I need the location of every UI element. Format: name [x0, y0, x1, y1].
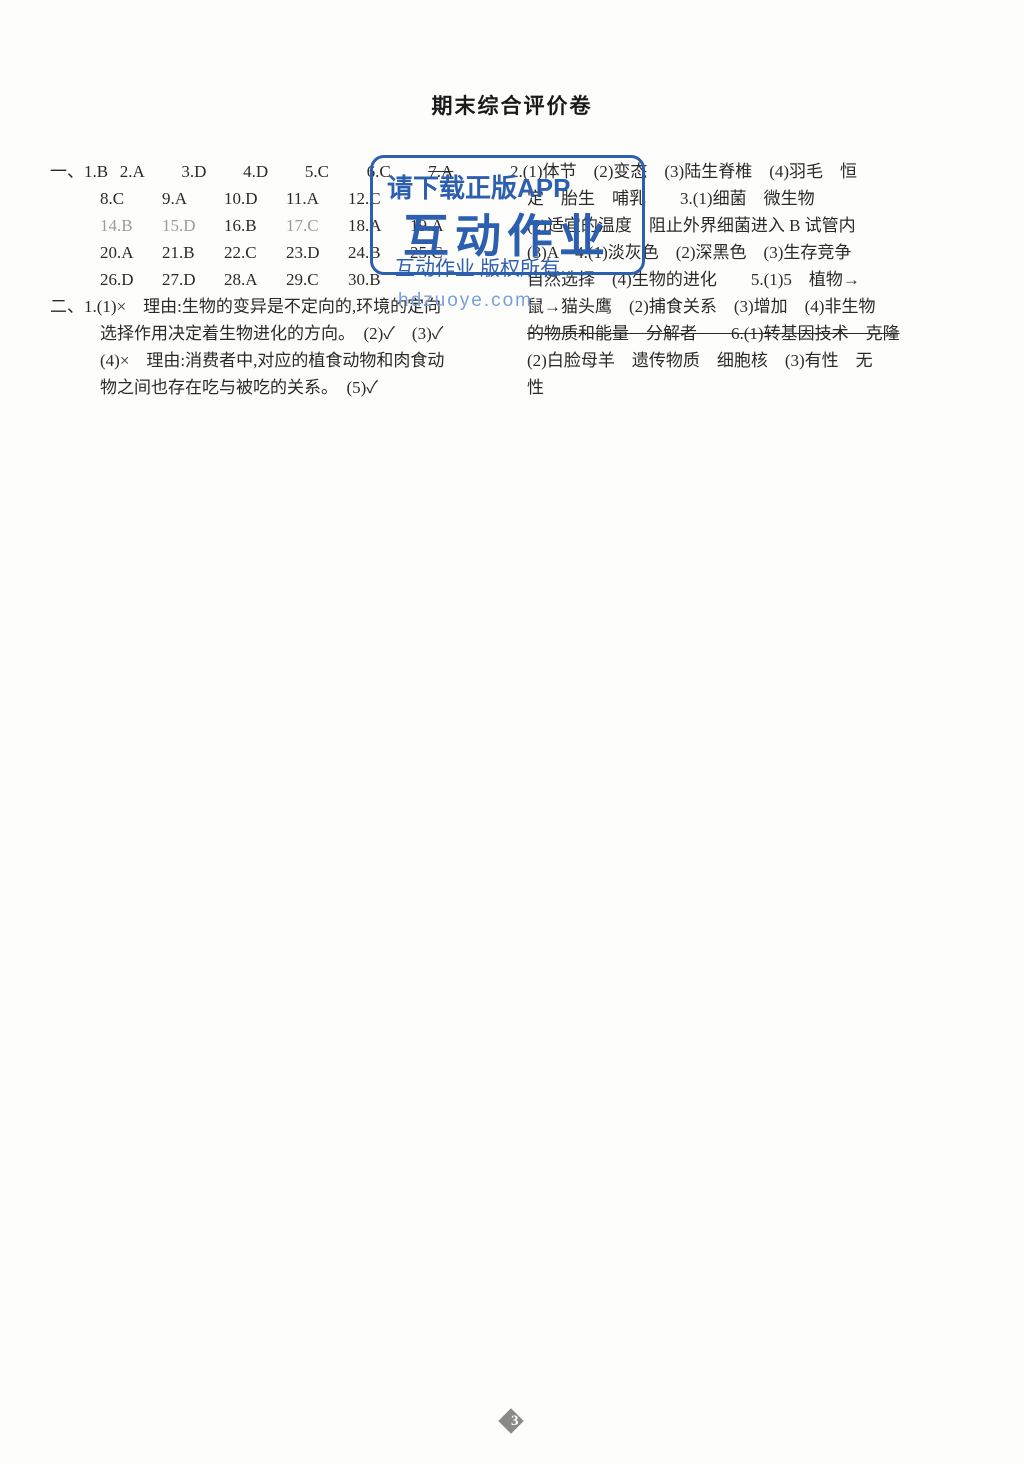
ans-cell: 14.B — [100, 212, 162, 239]
ans-cell: 15.D — [162, 212, 224, 239]
ans-cell: 24.B — [348, 239, 410, 266]
answer-row-2: 8.C 9.A 10.D 11.A 12.C — [50, 185, 490, 212]
section2-line1: 二、1.(1)× 理由:生物的变异是不定向的,环境的定向 — [50, 293, 490, 320]
right-line: 鼠→猫头鹰 (2)捕食关系 (3)增加 (4)非生物 — [510, 293, 974, 320]
ans-cell: 26.D — [100, 266, 162, 293]
left-column: 一、1.B 2.A 3.D 4.D 5.C 6.C 7.A 8.C 9.A 10… — [50, 158, 490, 401]
ans-cell: 4.D — [243, 158, 305, 185]
right-line: 性 — [510, 374, 974, 401]
ans-cell: 23.D — [286, 239, 348, 266]
ans-cell: 28.A — [224, 266, 286, 293]
ans-cell: 9.A — [162, 185, 224, 212]
answer-row-3: 14.B 15.D 16.B 17.C 18.A 19.A — [50, 212, 490, 239]
answer-row-4: 20.A 21.B 22.C 23.D 24.B 25.C — [50, 239, 490, 266]
ans-cell: 5.C — [305, 158, 367, 185]
ans-cell: 30.B — [348, 266, 410, 293]
ans-cell: 12.C — [348, 185, 410, 212]
ans-cell: 6.C — [367, 158, 429, 185]
ans-cell: 8.C — [100, 185, 162, 212]
ans-cell: 3.D — [181, 158, 243, 185]
right-line: (2)适宜的温度 阻止外界细菌进入 B 试管内 — [510, 212, 974, 239]
right-line: (2)白脸母羊 遗传物质 细胞核 (3)有性 无 — [510, 347, 974, 374]
page-number: 3 — [0, 1409, 1024, 1432]
right-line: 定 胎生 哺乳 3.(1)细菌 微生物 — [510, 185, 974, 212]
ans-cell: 22.C — [224, 239, 286, 266]
right-line: (3)A 4.(1)淡灰色 (2)深黑色 (3)生存竞争 — [510, 239, 974, 266]
right-line: 2.(1)体节 (2)变态 (3)陆生脊椎 (4)羽毛 恒 — [510, 158, 974, 185]
ans-cell: 20.A — [100, 239, 162, 266]
section2-line3: (4)× 理由:消费者中,对应的植食动物和肉食动 — [50, 347, 490, 374]
section2-line2: 选择作用决定着生物进化的方向。 (2)✓ (3)✓ — [50, 320, 490, 347]
ans-cell: 7.A — [428, 158, 490, 185]
ans-cell: 11.A — [286, 185, 348, 212]
answer-row-5: 26.D 27.D 28.A 29.C 30.B — [50, 266, 490, 293]
page-title: 期末综合评价卷 — [50, 90, 974, 120]
section-label: 一、1.B — [50, 158, 120, 185]
page: 期末综合评价卷 一、1.B 2.A 3.D 4.D 5.C 6.C 7.A 8.… — [0, 0, 1024, 1464]
ans-cell: 21.B — [162, 239, 224, 266]
ans-cell: 27.D — [162, 266, 224, 293]
ans-cell: 19.A — [410, 212, 472, 239]
ans-cell: 18.A — [348, 212, 410, 239]
ans-cell: 2.A — [120, 158, 182, 185]
ans-cell: 16.B — [224, 212, 286, 239]
right-line: 的物质和能量 分解者 6.(1)转基因技术 克隆 — [510, 320, 974, 347]
right-line: 自然选择 (4)生物的进化 5.(1)5 植物→ — [510, 266, 974, 293]
content-columns: 一、1.B 2.A 3.D 4.D 5.C 6.C 7.A 8.C 9.A 10… — [50, 158, 974, 401]
section2-line4: 物之间也存在吃与被吃的关系。 (5)✓ — [50, 374, 490, 401]
right-column: 2.(1)体节 (2)变态 (3)陆生脊椎 (4)羽毛 恒 定 胎生 哺乳 3.… — [510, 158, 974, 401]
ans-cell: 25.C — [410, 239, 472, 266]
answer-row-1: 一、1.B 2.A 3.D 4.D 5.C 6.C 7.A — [50, 158, 490, 185]
ans-cell: 10.D — [224, 185, 286, 212]
ans-cell: 17.C — [286, 212, 348, 239]
ans-cell: 29.C — [286, 266, 348, 293]
